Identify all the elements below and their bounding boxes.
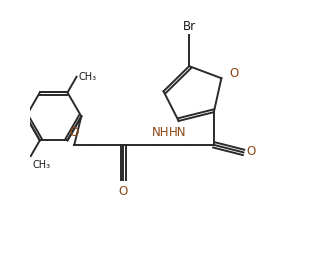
Text: Br: Br bbox=[183, 20, 196, 33]
Text: O: O bbox=[247, 145, 256, 158]
Text: O: O bbox=[119, 185, 128, 198]
Text: CH₃: CH₃ bbox=[32, 160, 50, 170]
Text: O: O bbox=[229, 67, 239, 80]
Text: O: O bbox=[69, 126, 78, 139]
Text: HN: HN bbox=[169, 126, 186, 139]
Text: NH: NH bbox=[152, 126, 170, 139]
Text: CH₃: CH₃ bbox=[79, 72, 97, 82]
